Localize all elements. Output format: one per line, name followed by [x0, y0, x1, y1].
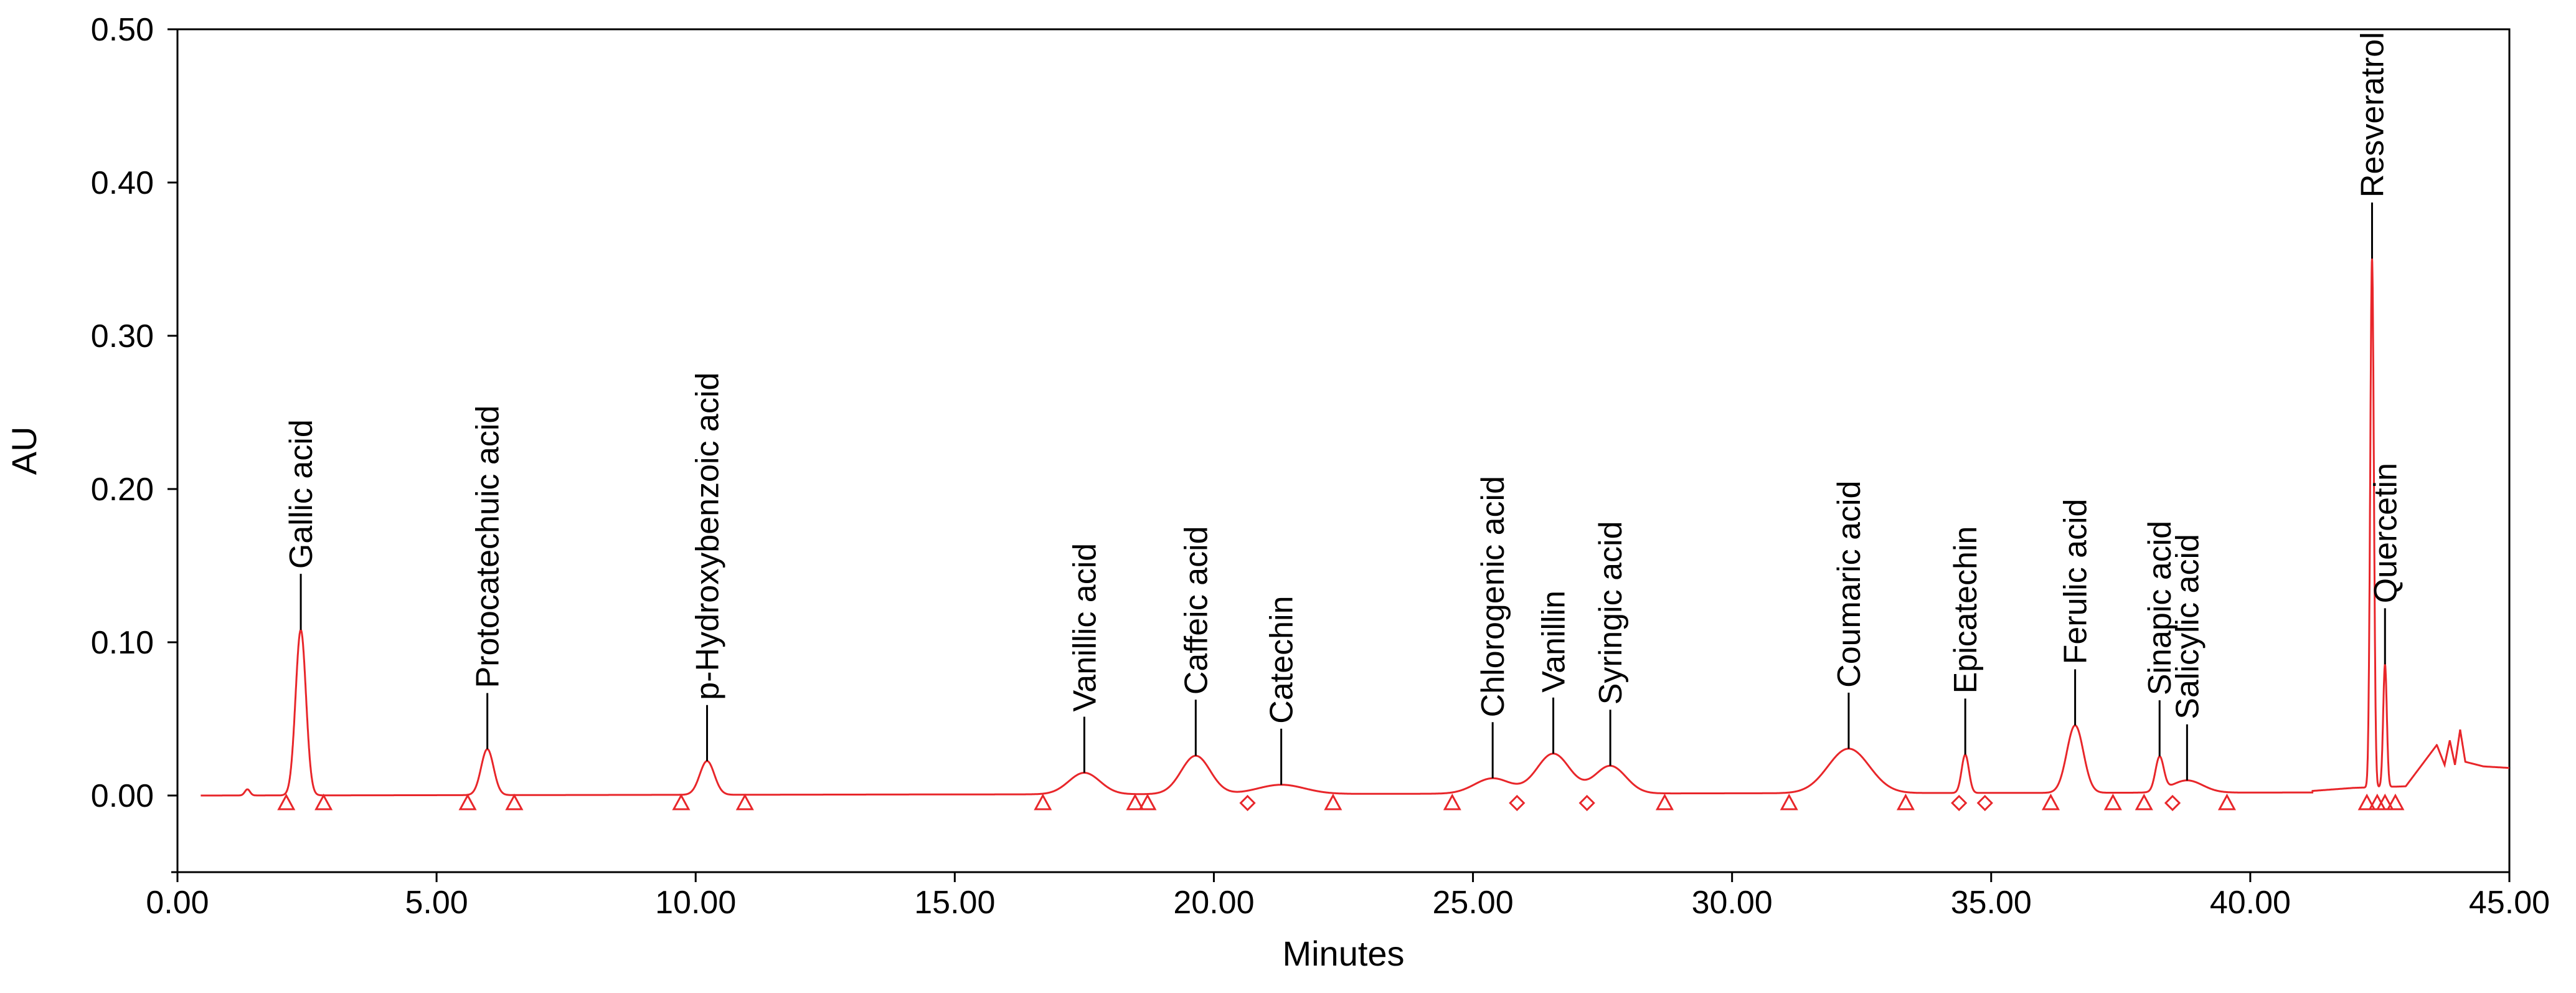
peak-label: Quercetin — [2367, 463, 2404, 603]
peak-label: Gallic acid — [283, 419, 319, 569]
y-axis-title: AU — [4, 427, 44, 475]
y-tick-label: 0.50 — [91, 12, 154, 48]
triangle-marker — [2368, 793, 2387, 810]
diamond-marker — [1239, 794, 1256, 812]
chromatogram-trace — [201, 258, 2509, 797]
peak-labels: Gallic acid Protocatechuic acid p-Hydroxyb… — [283, 32, 2404, 785]
x-tick-label: 30.00 — [1692, 885, 1773, 921]
x-tick-label: 5.00 — [405, 885, 468, 921]
triangle-marker — [2041, 793, 2060, 810]
y-tick-label: 0.30 — [91, 318, 154, 354]
peak-label: Epicatechin — [1948, 526, 1984, 694]
y-tick-label: 0.40 — [91, 165, 154, 201]
x-tick-label: 0.00 — [146, 885, 209, 921]
triangle-marker — [458, 793, 477, 810]
x-tick-label: 35.00 — [1951, 885, 2032, 921]
triangle-marker — [1443, 793, 1461, 810]
trace-group — [201, 258, 2509, 797]
peak-label: Resveratrol — [2354, 32, 2390, 197]
triangle-marker — [1126, 793, 1144, 810]
triangle-marker — [277, 793, 296, 810]
diamond-marker — [1509, 794, 1526, 812]
peak-label: Catechin — [1264, 596, 1300, 723]
axes: 0.00 5.00 10.00 15.00 20.00 25.00 30.00 35.00 40… — [91, 12, 2550, 921]
triangle-marker — [1324, 793, 1342, 810]
peak-label: Coumaric acid — [1831, 480, 1867, 687]
peak-label: Vanillin — [1536, 591, 1572, 693]
triangle-marker — [1896, 793, 1915, 810]
plot-frame — [176, 28, 2511, 873]
triangle-marker — [1138, 793, 1157, 810]
y-tick-label: 0.20 — [91, 472, 154, 508]
peak-label: Vanillic acid — [1067, 543, 1103, 712]
triangle-marker — [314, 793, 333, 810]
peak-label: Chlorogenic acid — [1475, 476, 1511, 717]
x-tick-label: 45.00 — [2469, 885, 2550, 921]
diamond-marker — [1976, 794, 1993, 812]
triangle-marker — [2357, 793, 2376, 810]
triangle-marker — [672, 793, 691, 810]
integration-markers — [277, 793, 2405, 812]
peak-label: Protocatechuic acid — [470, 406, 506, 688]
peak-label: Ferulic acid — [2058, 499, 2094, 665]
x-tick-label: 15.00 — [914, 885, 995, 921]
triangle-marker — [1655, 793, 1674, 810]
triangle-marker — [735, 793, 754, 810]
x-tick-label: 25.00 — [1432, 885, 1513, 921]
x-tick-label: 20.00 — [1173, 885, 1254, 921]
peak-label: p-Hydroxybenzoic acid — [690, 373, 726, 700]
diamond-marker — [2164, 794, 2181, 812]
triangle-marker — [2217, 793, 2236, 810]
diamond-marker — [1951, 794, 1968, 812]
triangle-marker — [1034, 793, 1052, 810]
triangle-marker — [2386, 793, 2405, 810]
triangle-marker — [2135, 793, 2153, 810]
triangle-marker — [505, 793, 524, 810]
y-tick-label: 0.10 — [91, 625, 154, 661]
x-axis-title: Minutes — [1282, 934, 1404, 973]
peak-label: Salicylic acid — [2169, 534, 2206, 720]
x-tick-label: 40.00 — [2210, 885, 2291, 921]
peak-label: Caffeic acid — [1178, 526, 1214, 695]
y-tick-label: 0.00 — [91, 778, 154, 814]
triangle-marker — [1780, 793, 1798, 810]
peak-label: Sinapic acid — [2142, 521, 2178, 695]
triangle-marker — [2103, 793, 2122, 810]
triangle-marker — [2375, 793, 2394, 810]
x-tick-label: 10.00 — [655, 885, 736, 921]
diamond-marker — [1578, 794, 1595, 812]
peak-label: Syringic acid — [1593, 521, 1629, 705]
